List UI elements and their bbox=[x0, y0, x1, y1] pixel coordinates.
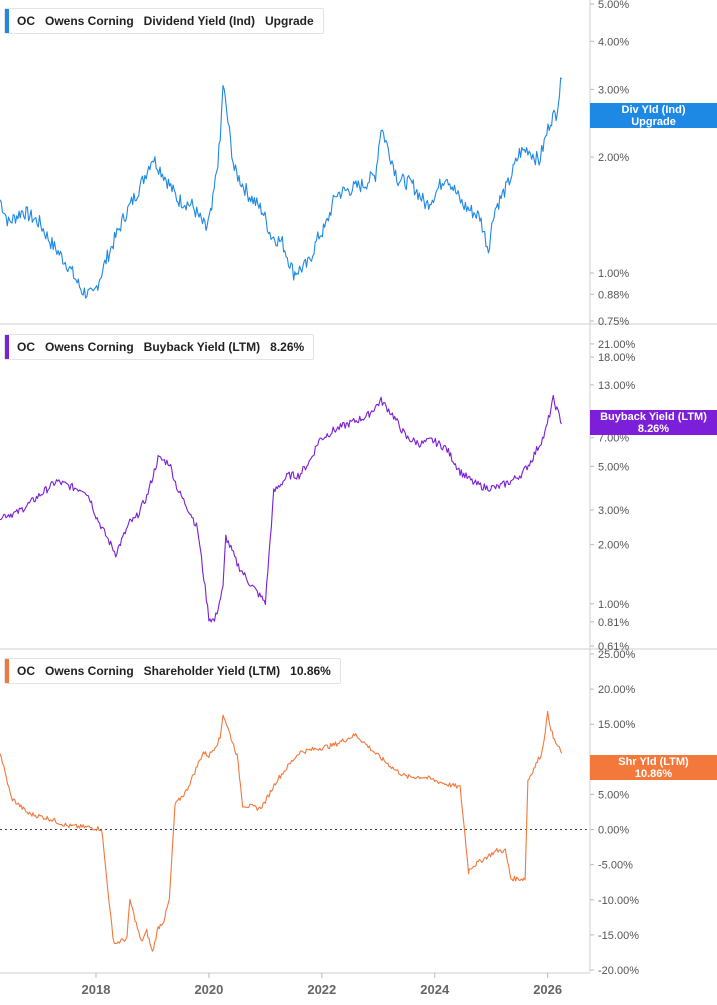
legend-value: 8.26% bbox=[270, 340, 305, 354]
y-tick-label: 4.00% bbox=[598, 36, 629, 48]
y-tick-label: 3.00% bbox=[598, 505, 629, 517]
y-tick-label: 18.00% bbox=[598, 352, 636, 364]
y-tick-label: 20.00% bbox=[598, 684, 636, 696]
y-tick-label: 0.81% bbox=[598, 617, 629, 629]
tag-value: Upgrade bbox=[631, 116, 676, 128]
buyback-yield-legend[interactable]: OC Owens Corning Buyback Yield (LTM) 8.2… bbox=[4, 334, 315, 360]
legend-ticker: OC bbox=[17, 664, 35, 678]
series-line bbox=[0, 77, 563, 299]
y-tick-label: 0.75% bbox=[598, 316, 629, 328]
tag-label: Buyback Yield (LTM) bbox=[600, 411, 707, 423]
y-tick-label: -5.00% bbox=[598, 860, 633, 872]
y-tick-label: 0.88% bbox=[598, 289, 629, 301]
shareholder-current-value-tag: Shr Yld (LTM) 10.86% bbox=[590, 755, 717, 780]
y-tick-label: 1.00% bbox=[598, 599, 629, 611]
x-tick-label: 2020 bbox=[194, 982, 223, 997]
y-tick-label: 21.00% bbox=[598, 339, 636, 351]
x-tick-label: 2026 bbox=[533, 982, 562, 997]
shareholder-yield-legend[interactable]: OC Owens Corning Shareholder Yield (LTM)… bbox=[4, 658, 341, 684]
y-tick-label: -10.00% bbox=[598, 895, 639, 907]
y-tick-label: 0.61% bbox=[598, 641, 629, 653]
legend-ticker: OC bbox=[17, 340, 35, 354]
y-tick-label: -20.00% bbox=[598, 965, 639, 977]
y-tick-label: 0.00% bbox=[598, 825, 629, 837]
legend-ticker: OC bbox=[17, 14, 35, 28]
x-tick-label: 2024 bbox=[420, 982, 450, 997]
legend-metric: Shareholder Yield (LTM) bbox=[143, 664, 281, 678]
y-tick-label: 1.00% bbox=[598, 268, 629, 280]
y-tick-label: 3.00% bbox=[598, 84, 629, 96]
legend-company: Owens Corning bbox=[45, 664, 134, 678]
series-line bbox=[0, 710, 563, 952]
y-tick-label: 15.00% bbox=[598, 719, 636, 731]
buyback-series-swatch bbox=[5, 335, 9, 359]
x-tick-label: 2018 bbox=[82, 982, 111, 997]
y-tick-label: 13.00% bbox=[598, 380, 636, 392]
tag-value: 10.86% bbox=[634, 768, 673, 780]
series-line bbox=[0, 394, 563, 623]
y-tick-label: 5.00% bbox=[598, 461, 629, 473]
tag-label: Shr Yld (LTM) bbox=[618, 756, 689, 768]
tag-value: 8.26% bbox=[637, 423, 670, 435]
legend-metric: Buyback Yield (LTM) bbox=[143, 340, 261, 354]
y-tick-label: 25.00% bbox=[598, 649, 636, 661]
shareholder-series-swatch bbox=[5, 659, 9, 683]
x-tick-label: 2022 bbox=[307, 982, 336, 997]
y-tick-label: 2.00% bbox=[598, 152, 629, 164]
dividend-yield-legend[interactable]: OC Owens Corning Dividend Yield (Ind) Up… bbox=[4, 8, 324, 34]
y-tick-label: 5.00% bbox=[598, 0, 629, 11]
legend-metric: Dividend Yield (Ind) bbox=[143, 14, 256, 28]
tag-label: Div Yld (Ind) bbox=[621, 104, 686, 116]
legend-company: Owens Corning bbox=[45, 14, 134, 28]
dividend-current-value-tag: Div Yld (Ind) Upgrade bbox=[590, 103, 717, 128]
dividend-series-swatch bbox=[5, 9, 9, 33]
legend-value: Upgrade bbox=[265, 14, 314, 28]
y-tick-label: 7.00% bbox=[598, 433, 629, 445]
y-tick-label: -15.00% bbox=[598, 930, 639, 942]
legend-value: 10.86% bbox=[290, 664, 331, 678]
y-tick-label: 5.00% bbox=[598, 789, 629, 801]
legend-company: Owens Corning bbox=[45, 340, 134, 354]
y-tick-label: 2.00% bbox=[598, 540, 629, 552]
buyback-current-value-tag: Buyback Yield (LTM) 8.26% bbox=[590, 410, 717, 435]
